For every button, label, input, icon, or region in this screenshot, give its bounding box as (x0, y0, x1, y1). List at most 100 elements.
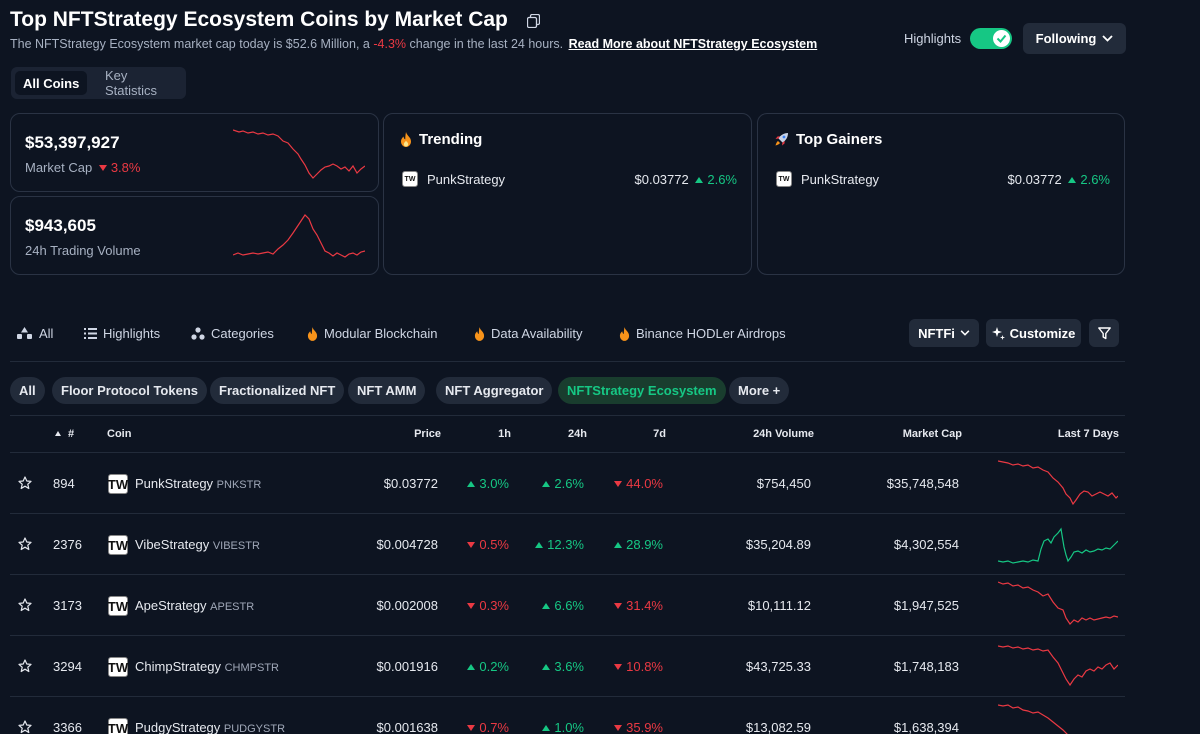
tab-all-coins[interactable]: All Coins (15, 71, 88, 95)
row-price: $0.001638 (376, 720, 438, 734)
row-coin-name: PudgyStrategy (135, 720, 221, 734)
shapes-icon (17, 327, 32, 339)
row-24h: 6.6% (542, 598, 584, 613)
col-1h[interactable]: 1h (498, 428, 511, 440)
filter-icon (1097, 326, 1111, 339)
star-icon[interactable] (18, 720, 32, 734)
caret-down-icon (614, 664, 623, 670)
caret-up-icon (467, 664, 476, 670)
row-coin-symbol: PNKSTR (216, 479, 262, 491)
pill-nft-aggregator[interactable]: NFT Aggregator (436, 377, 553, 404)
row-coin[interactable]: ApeStrategy APESTR (135, 598, 254, 613)
row-price: $0.004728 (376, 537, 438, 552)
nav-highlights[interactable]: Highlights (84, 326, 160, 341)
row-volume: $43,725.33 (745, 659, 811, 674)
pill-nft-amm[interactable]: NFT AMM (348, 377, 426, 404)
copy-icon[interactable] (527, 14, 540, 28)
caret-up-icon (614, 542, 623, 548)
table-row[interactable]: 3294 TW ChimpStrategy CHMPSTR $0.001916 … (10, 635, 1125, 696)
pill-nftstrategy-ecosystem[interactable]: NFTStrategy Ecosystem (558, 377, 726, 404)
trending-coin-change-value: 2.6% (707, 172, 737, 187)
row-coin[interactable]: PudgyStrategy PUDGYSTR (135, 720, 285, 734)
nav-data-availability-label: Data Availability (491, 326, 583, 341)
star-icon[interactable] (18, 659, 32, 673)
highlights-toggle[interactable] (970, 28, 1012, 49)
row-coin-name: VibeStrategy (135, 537, 210, 552)
gainers-coin-row[interactable]: TW PunkStrategy $0.03772 2.6% (774, 170, 1110, 190)
page-title: Top NFTStrategy Ecosystem Coins by Marke… (10, 8, 508, 31)
row-market-cap: $4,302,554 (893, 537, 959, 552)
row-coin[interactable]: VibeStrategy VIBESTR (135, 537, 260, 552)
caret-up-icon (695, 177, 704, 183)
caret-up-icon (542, 603, 551, 609)
nav-binance-hodler-airdrops[interactable]: Binance HODLer Airdrops (619, 326, 786, 341)
row-coin[interactable]: ChimpStrategy CHMPSTR (135, 659, 279, 674)
caret-up-icon (542, 725, 551, 731)
table-row[interactable]: 2376 TW VibeStrategy VIBESTR $0.004728 0… (10, 513, 1125, 574)
read-more-link[interactable]: Read More about NFTStrategy Ecosystem (568, 37, 818, 51)
filter-button[interactable] (1089, 319, 1119, 347)
nav-all[interactable]: All (17, 326, 53, 341)
row-24h: 1.0% (542, 720, 584, 734)
pill-fractionalized-nft[interactable]: Fractionalized NFT (210, 377, 345, 404)
pill-all[interactable]: All (10, 377, 45, 404)
nav-categories[interactable]: Categories (191, 326, 274, 341)
col-rank[interactable]: # (55, 428, 74, 440)
nftfi-dropdown[interactable]: NFTFi (909, 319, 979, 347)
col-price[interactable]: Price (414, 428, 441, 440)
caret-down-icon (614, 725, 623, 731)
row-price: $0.03772 (383, 476, 438, 491)
gainers-title: Top Gainers (796, 131, 883, 148)
row-volume: $10,111.12 (747, 598, 811, 613)
trending-title-row: Trending (400, 131, 482, 148)
col-24h-volume[interactable]: 24h Volume (753, 428, 814, 440)
coin-logo: TW (108, 535, 128, 555)
volume-card[interactable]: $943,605 24h Trading Volume (10, 196, 379, 275)
row-coin-name: ApeStrategy (135, 598, 207, 613)
trending-coin-row[interactable]: TW PunkStrategy $0.03772 2.6% (400, 170, 737, 190)
table-row[interactable]: 3366 TW PudgyStrategy PUDGYSTR $0.001638… (10, 696, 1125, 734)
row-sparkline (998, 527, 1118, 564)
nftfi-label: NFTFi (918, 325, 955, 341)
pill-floor-protocol-tokens[interactable]: Floor Protocol Tokens (52, 377, 207, 404)
row-24h-value: 1.0% (554, 720, 584, 734)
following-button[interactable]: Following (1023, 23, 1126, 54)
gainers-title-row: Top Gainers (774, 131, 882, 148)
trending-coin-price: $0.03772 (634, 172, 689, 187)
row-market-cap: $1,638,394 (893, 720, 959, 734)
col-7d[interactable]: 7d (653, 428, 666, 440)
nav-data-availability[interactable]: Data Availability (474, 326, 583, 341)
table-row[interactable]: 3173 TW ApeStrategy APESTR $0.002008 0.3… (10, 574, 1125, 635)
fire-icon (307, 326, 318, 341)
col-24h[interactable]: 24h (568, 428, 587, 440)
col-market-cap[interactable]: Market Cap (902, 428, 962, 440)
nav-modular-blockchain[interactable]: Modular Blockchain (307, 326, 437, 341)
row-volume: $754,450 (756, 476, 811, 491)
pill-more[interactable]: More + (729, 377, 790, 404)
col-last-7-days: Last 7 Days (1057, 428, 1119, 440)
col-coin[interactable]: Coin (107, 428, 132, 440)
caret-up-icon (1068, 177, 1077, 183)
coin-logo: TW (108, 596, 128, 616)
rocket-icon (775, 133, 788, 146)
table-row[interactable]: 894 TW PunkStrategy PNKSTR $0.03772 3.0%… (10, 452, 1125, 513)
row-rank: 3173 (53, 598, 82, 613)
row-rank: 2376 (53, 537, 82, 552)
row-coin[interactable]: PunkStrategy PNKSTR (135, 476, 261, 491)
nav-categories-label: Categories (211, 326, 274, 341)
star-icon[interactable] (18, 598, 32, 612)
customize-button[interactable]: Customize (986, 319, 1081, 347)
caret-down-icon (467, 725, 476, 731)
row-24h: 2.6% (542, 476, 584, 491)
row-1h: 3.0% (467, 476, 509, 491)
volume-value: $943,605 (25, 216, 96, 235)
caret-down-icon (467, 603, 476, 609)
star-icon[interactable] (18, 537, 32, 551)
fire-icon (474, 326, 485, 341)
tab-key-statistics[interactable]: Key Statistics (105, 68, 158, 98)
star-icon[interactable] (18, 476, 32, 490)
market-cap-card[interactable]: $53,397,927 Market Cap 3.8% (10, 113, 379, 192)
gainers-coin-price: $0.03772 (1007, 172, 1062, 187)
top-gainers-card: Top Gainers TW PunkStrategy $0.03772 2.6… (757, 113, 1125, 275)
row-24h: 3.6% (542, 659, 584, 674)
